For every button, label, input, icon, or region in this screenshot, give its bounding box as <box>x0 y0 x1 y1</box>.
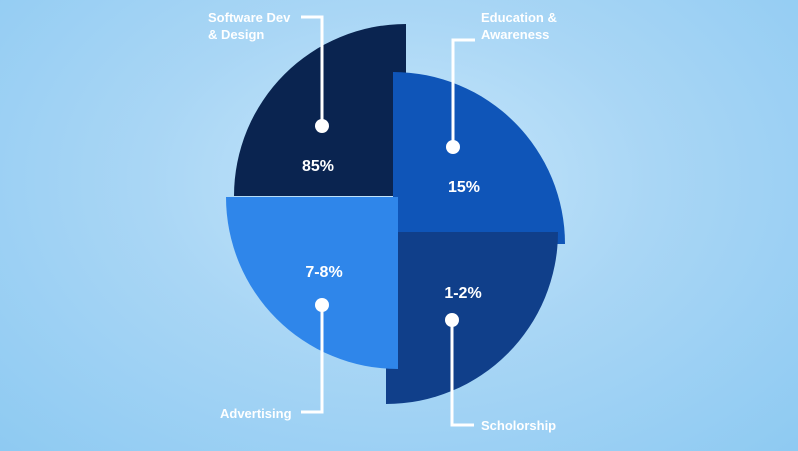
value-label-scholorship: 1-2% <box>444 285 481 302</box>
value-label-advertising: 7-8% <box>305 264 342 281</box>
category-label-education-awareness-line2: Awareness <box>481 27 549 42</box>
leader-line-scholorship <box>450 320 474 427</box>
slice-advertising <box>226 197 398 369</box>
slice-education-awareness <box>393 72 565 244</box>
category-label-software-dev-design-line2: & Design <box>208 27 264 42</box>
category-label-software-dev-design-line1: Software Dev <box>208 10 291 25</box>
leader-line-software-dev-design <box>301 15 324 126</box>
slice-scholorship <box>386 232 558 404</box>
value-label-education-awareness: 15% <box>448 179 480 196</box>
category-label-scholorship: Scholorship <box>481 418 556 433</box>
leader-dot-advertising <box>315 298 329 312</box>
category-label-advertising: Advertising <box>220 406 292 421</box>
leader-line-advertising <box>301 305 324 414</box>
slice-software-dev-design <box>234 24 406 196</box>
leader-dot-software-dev-design <box>315 119 329 133</box>
leader-line-education-awareness <box>451 38 475 147</box>
category-label-education-awareness-line1: Education & <box>481 10 557 25</box>
leader-dot-scholorship <box>445 313 459 327</box>
leader-dot-education-awareness <box>446 140 460 154</box>
value-label-software-dev-design: 85% <box>302 158 334 175</box>
